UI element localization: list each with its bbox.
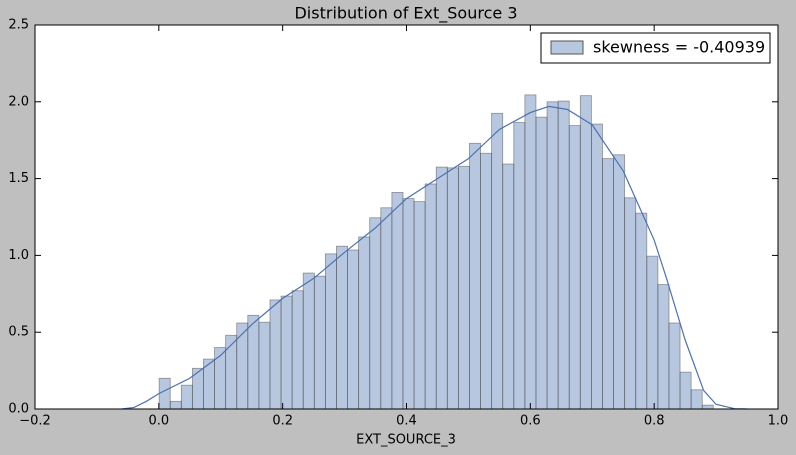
histogram-bar <box>546 101 559 410</box>
histogram-bar <box>391 192 404 410</box>
histogram-bar <box>413 201 426 410</box>
histogram-bar <box>380 207 393 410</box>
x-tick-label: 0.2 <box>272 414 293 429</box>
histogram-bar <box>313 275 326 410</box>
x-tick-label: 0.4 <box>396 414 417 429</box>
histogram-bar <box>435 166 448 410</box>
histogram-bar <box>247 314 260 410</box>
histogram-bar <box>701 404 714 410</box>
histogram-bar <box>258 321 271 410</box>
y-tick-label: 2.0 <box>8 94 29 109</box>
kde-line <box>121 105 748 410</box>
histogram-bar <box>424 183 437 410</box>
histogram-bar <box>347 249 360 410</box>
histogram-bar <box>590 123 603 410</box>
histogram-bar <box>469 142 481 410</box>
histogram-bar <box>690 389 703 410</box>
histogram-bar <box>225 334 238 410</box>
histogram-bar <box>513 122 526 410</box>
x-tick-label: −0.2 <box>19 414 51 429</box>
histogram-bar <box>280 295 293 410</box>
x-tick-label: 1.0 <box>768 414 789 429</box>
histogram-bar <box>480 152 493 410</box>
x-tick-label: 0.0 <box>148 414 169 429</box>
y-tick-label: 0.0 <box>8 402 29 417</box>
histogram-bar <box>624 197 637 410</box>
legend-swatch <box>550 40 584 55</box>
histogram-bar <box>457 165 470 410</box>
y-tick-label: 0.5 <box>8 325 29 340</box>
chart-title: Distribution of Ext_Source 3 <box>294 4 517 24</box>
histogram-bar <box>291 290 304 410</box>
y-tick-label: 2.5 <box>8 18 29 33</box>
histogram-bar <box>668 322 681 410</box>
histogram-bar <box>579 95 592 410</box>
histogram-bar <box>568 125 581 410</box>
y-tick-label: 1.0 <box>8 248 29 263</box>
histogram-bar <box>657 284 670 410</box>
x-axis-label: EXT_SOURCE_3 <box>356 433 456 448</box>
x-tick-label: 0.6 <box>520 414 541 429</box>
legend-box <box>540 32 771 64</box>
histogram-bar <box>358 236 371 410</box>
legend-label: skewness = -0.40939 <box>593 38 765 57</box>
histogram-bar <box>502 163 515 410</box>
histogram-bar <box>324 253 337 410</box>
histogram-bar <box>180 384 193 410</box>
histogram-bar <box>635 212 648 410</box>
histogram-bar <box>613 154 626 410</box>
x-tick-label: 0.8 <box>644 414 665 429</box>
histogram-bar <box>535 116 548 410</box>
histogram-bar <box>369 217 382 410</box>
histogram-bar <box>302 272 315 410</box>
histogram-bar <box>491 112 504 410</box>
histogram-bar <box>679 371 692 410</box>
y-tick-label: 1.5 <box>8 171 29 186</box>
histogram-bar <box>169 400 182 410</box>
histogram-bar <box>646 255 659 410</box>
histogram-bar <box>336 245 348 410</box>
histogram-bar <box>524 94 537 410</box>
histogram-bar <box>214 347 227 410</box>
histogram-bar <box>446 167 459 410</box>
histogram-bar <box>602 158 614 410</box>
histogram-bar <box>269 299 282 410</box>
histogram-bar <box>402 198 415 410</box>
histogram-bar <box>158 377 171 410</box>
plot-area <box>35 25 778 409</box>
histogram-bar <box>557 100 570 410</box>
histogram-bar <box>236 322 249 410</box>
